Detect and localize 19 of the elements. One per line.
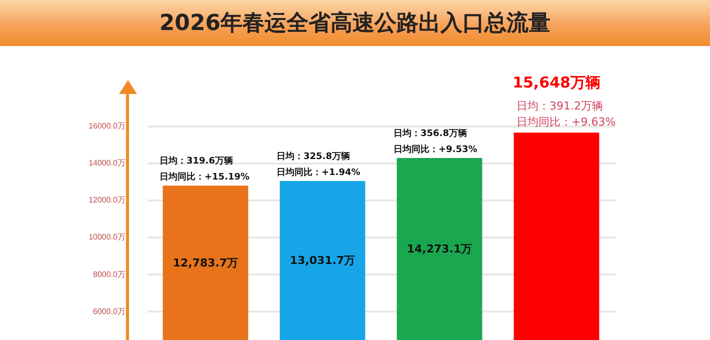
y-tick-label: 10000.0万 [88, 232, 126, 242]
y-tick-label: 14000.0万 [88, 158, 126, 168]
annotation: 日均：391.2万辆 [516, 100, 603, 113]
y-tick-label: 16000.0万 [88, 122, 126, 131]
data-label: 14,273.1万 [406, 242, 472, 256]
annotation: 日均：319.6万辆 [160, 156, 233, 167]
y-tick-label: 6000.0万 [93, 306, 126, 316]
annotation: 日均同比：+9.63% [516, 116, 616, 129]
data-label: 12,783.7万 [172, 256, 238, 270]
data-label: 15,648万辆 [512, 74, 600, 92]
y-tick-label: 8000.0万 [93, 270, 126, 279]
annotation: 日均：325.8万辆 [276, 151, 350, 162]
chart-title: 2026年春运全省高速公路出入口总流量 [0, 0, 710, 46]
annotation: 日均同比：+1.94% [276, 167, 360, 178]
y-tick-label: 12000.0万 [88, 196, 126, 205]
annotation: 日均：356.8万辆 [394, 128, 467, 140]
annotation: 日均同比：+15.19% [160, 172, 250, 183]
annotation: 日均同比：+9.53% [394, 144, 478, 156]
data-label: 13,031.7万 [290, 254, 356, 268]
